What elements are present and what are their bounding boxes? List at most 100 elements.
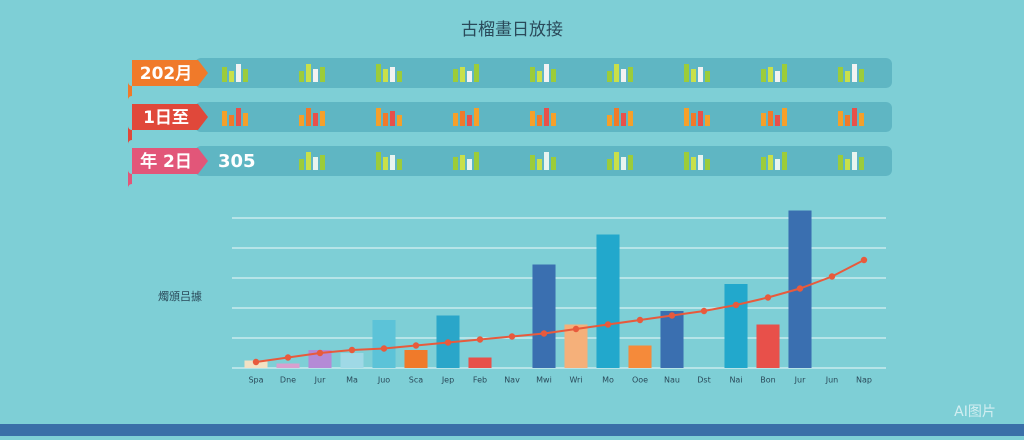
banner-icon [299, 115, 304, 126]
banner [195, 58, 892, 88]
banner-icon [768, 111, 773, 126]
banner-icon [775, 159, 780, 170]
bar [628, 345, 652, 368]
banner-icon [607, 159, 612, 170]
banner-icon [782, 108, 787, 126]
bar [660, 311, 684, 368]
banner-icon [243, 113, 248, 126]
trend-point [540, 330, 548, 337]
banner-icon [453, 113, 458, 126]
trend-point [636, 316, 644, 324]
banner-tag-text: 年 2日 [140, 151, 192, 172]
banner-icon [845, 71, 850, 82]
banner-icon [628, 67, 633, 82]
banner-icon [698, 111, 703, 126]
trend-point [668, 312, 676, 319]
title: 古榴畫日放接 [461, 20, 563, 40]
banner-icon [691, 157, 696, 170]
banner-icon [775, 115, 780, 126]
x-tick-label: Jep [441, 376, 454, 385]
banner-icon [222, 67, 227, 82]
banner-icon [306, 152, 311, 170]
x-tick-label: Jun [825, 376, 839, 385]
banner-icon [460, 155, 465, 170]
banner-icon [691, 69, 696, 82]
banner-icon [684, 152, 689, 170]
banner-icon [852, 152, 857, 170]
banner-icon [852, 64, 857, 82]
banner-icon [313, 113, 318, 126]
banner-icon [551, 69, 556, 82]
trend-point [284, 354, 292, 361]
x-tick-label: Dne [280, 376, 296, 385]
banner-icon [383, 157, 388, 170]
banner-icon [845, 159, 850, 170]
banner-icon [782, 64, 787, 82]
x-tick-label: Dst [697, 376, 710, 385]
trend-point [732, 301, 740, 309]
banner-icon [698, 155, 703, 170]
x-tick-label: Nav [504, 376, 520, 385]
banner-icon [628, 111, 633, 126]
banner-icon [460, 111, 465, 126]
banner-icon [768, 155, 773, 170]
bar [596, 234, 620, 368]
banner-icon [530, 67, 535, 82]
trend-point [700, 307, 708, 315]
banner-icon [768, 67, 773, 82]
banner-icon [621, 69, 626, 82]
banner-icon [376, 64, 381, 82]
trend-point [508, 333, 516, 340]
banner-tag-text: 1日至 [143, 108, 189, 128]
bar [532, 264, 556, 368]
banner-icon [229, 115, 234, 126]
bar [404, 350, 428, 368]
banner-icon [467, 71, 472, 82]
banner-icon [544, 108, 549, 126]
banner-icon [383, 113, 388, 126]
x-tick-label: Juo [377, 376, 390, 385]
x-tick-label: Nap [856, 376, 872, 385]
banner-icon [859, 113, 864, 126]
banner-icon [551, 113, 556, 126]
banner-icon [761, 69, 766, 82]
trend-point [316, 349, 324, 357]
banner-icon [551, 157, 556, 170]
trend-point [572, 325, 580, 333]
banner-tag [128, 148, 208, 188]
banner-icon [474, 152, 479, 170]
trend-point [796, 285, 804, 292]
banner-icon [705, 115, 710, 126]
banner-icon [838, 155, 843, 170]
trend-point [860, 256, 868, 264]
banner-icon [320, 67, 325, 82]
x-tick-label: Sca [409, 376, 423, 385]
bar [276, 363, 300, 368]
banner-icon [397, 159, 402, 170]
x-tick-label: Jur [794, 376, 806, 385]
banner [195, 146, 892, 176]
banner-icon [782, 152, 787, 170]
banner-icon [313, 157, 318, 170]
x-tick-label: Nau [664, 376, 680, 385]
banner-icon [306, 64, 311, 82]
banner-icon [299, 71, 304, 82]
banner-icon [621, 157, 626, 170]
banner-icon [306, 108, 311, 126]
banner-icon [684, 64, 689, 82]
x-tick-label: Jur [314, 376, 326, 385]
x-tick-label: Mo [602, 376, 614, 385]
banner-icon [607, 115, 612, 126]
x-tick-label: Spa [248, 376, 263, 385]
banner-icon [607, 71, 612, 82]
x-tick-label: Feb [473, 376, 487, 385]
trend-point [764, 294, 772, 301]
banner-icon [453, 157, 458, 170]
banner-icon [222, 111, 227, 126]
banner-icon [838, 67, 843, 82]
banner-icon [390, 155, 395, 170]
banner-icon [614, 64, 619, 82]
banner-icon [544, 152, 549, 170]
banner-icon [299, 159, 304, 170]
banner [195, 102, 892, 132]
